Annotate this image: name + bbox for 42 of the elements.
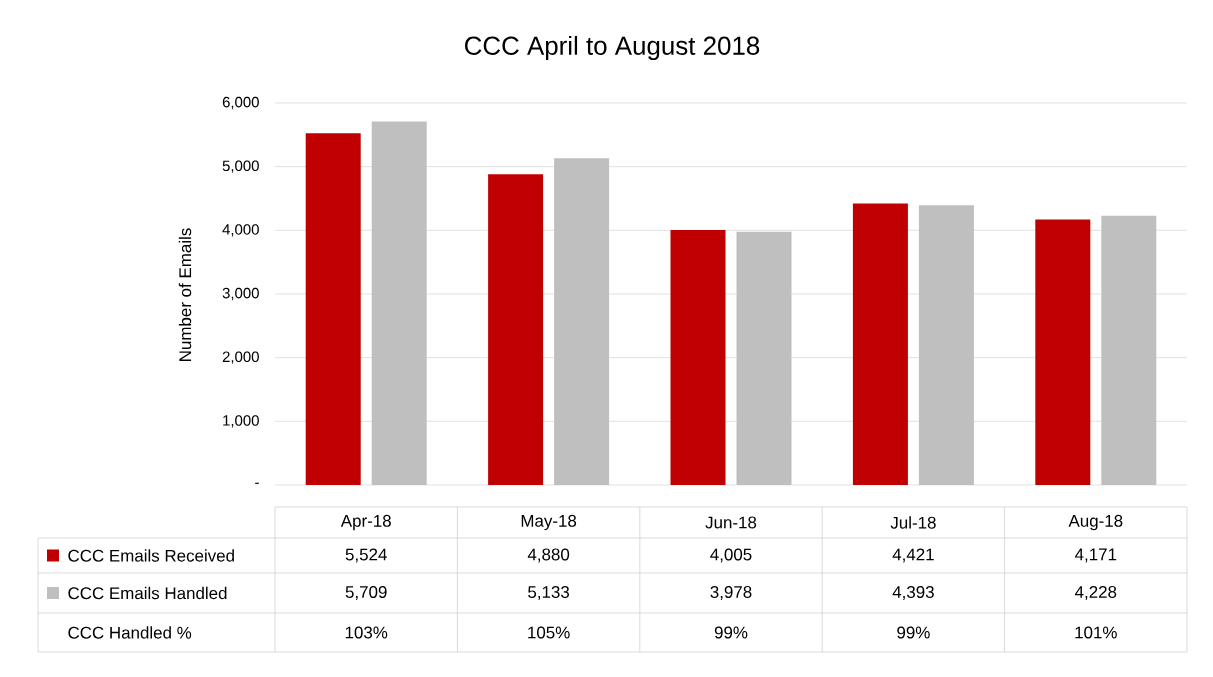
legend-label: CCC Emails Received bbox=[68, 549, 234, 562]
bar bbox=[918, 205, 974, 485]
data-label: 4,228 bbox=[1075, 585, 1117, 600]
data-label: 3,978 bbox=[710, 585, 752, 600]
data-label: 5,524 bbox=[345, 548, 387, 563]
text: 101% bbox=[1075, 626, 1117, 639]
text: 99% bbox=[897, 626, 930, 639]
bar bbox=[670, 230, 726, 485]
data-label: 5,133 bbox=[528, 585, 570, 600]
y-tick-label: 1,000 bbox=[223, 415, 259, 428]
data-label: 4,393 bbox=[892, 585, 934, 600]
bar bbox=[305, 133, 361, 485]
y-tick-label: 6,000 bbox=[222, 96, 259, 110]
y-axis-title: Number of Emails bbox=[178, 228, 192, 361]
data-label: 4,880 bbox=[527, 548, 570, 563]
bar bbox=[554, 158, 610, 485]
bar bbox=[1101, 215, 1157, 485]
x-tick-label: Aug-18 bbox=[1068, 514, 1123, 531]
x-tick-label: May-18 bbox=[521, 514, 577, 531]
bar bbox=[852, 203, 908, 485]
y-tick-label: 2,000 bbox=[222, 351, 259, 364]
x-tick-label: Jul-18 bbox=[890, 516, 936, 529]
text: CCC Handled % bbox=[68, 626, 192, 639]
x-tick-label: Jun-18 bbox=[705, 516, 757, 529]
chart-title: CCC April to August 2018 bbox=[465, 35, 760, 61]
y-tick-label: 3,000 bbox=[222, 287, 259, 301]
y-tick-label: 4,000 bbox=[222, 224, 259, 237]
data-label: 4,005 bbox=[710, 548, 752, 563]
legend-label: CCC Emails Handled bbox=[68, 586, 227, 600]
text: 103% bbox=[345, 626, 388, 639]
bar bbox=[736, 231, 792, 485]
bar bbox=[1035, 219, 1091, 485]
data-label: 4,421 bbox=[892, 548, 934, 563]
text: 105% bbox=[528, 626, 570, 639]
x-tick-label: Apr-18 bbox=[340, 514, 391, 531]
text: 99% bbox=[714, 626, 748, 639]
data-label: 5,709 bbox=[345, 585, 387, 600]
y-tick-label: 5,000 bbox=[222, 160, 259, 173]
data-label: 4,171 bbox=[1075, 548, 1117, 563]
bar bbox=[371, 121, 427, 485]
y-tick-label: - bbox=[255, 482, 259, 484]
bar bbox=[488, 174, 544, 485]
